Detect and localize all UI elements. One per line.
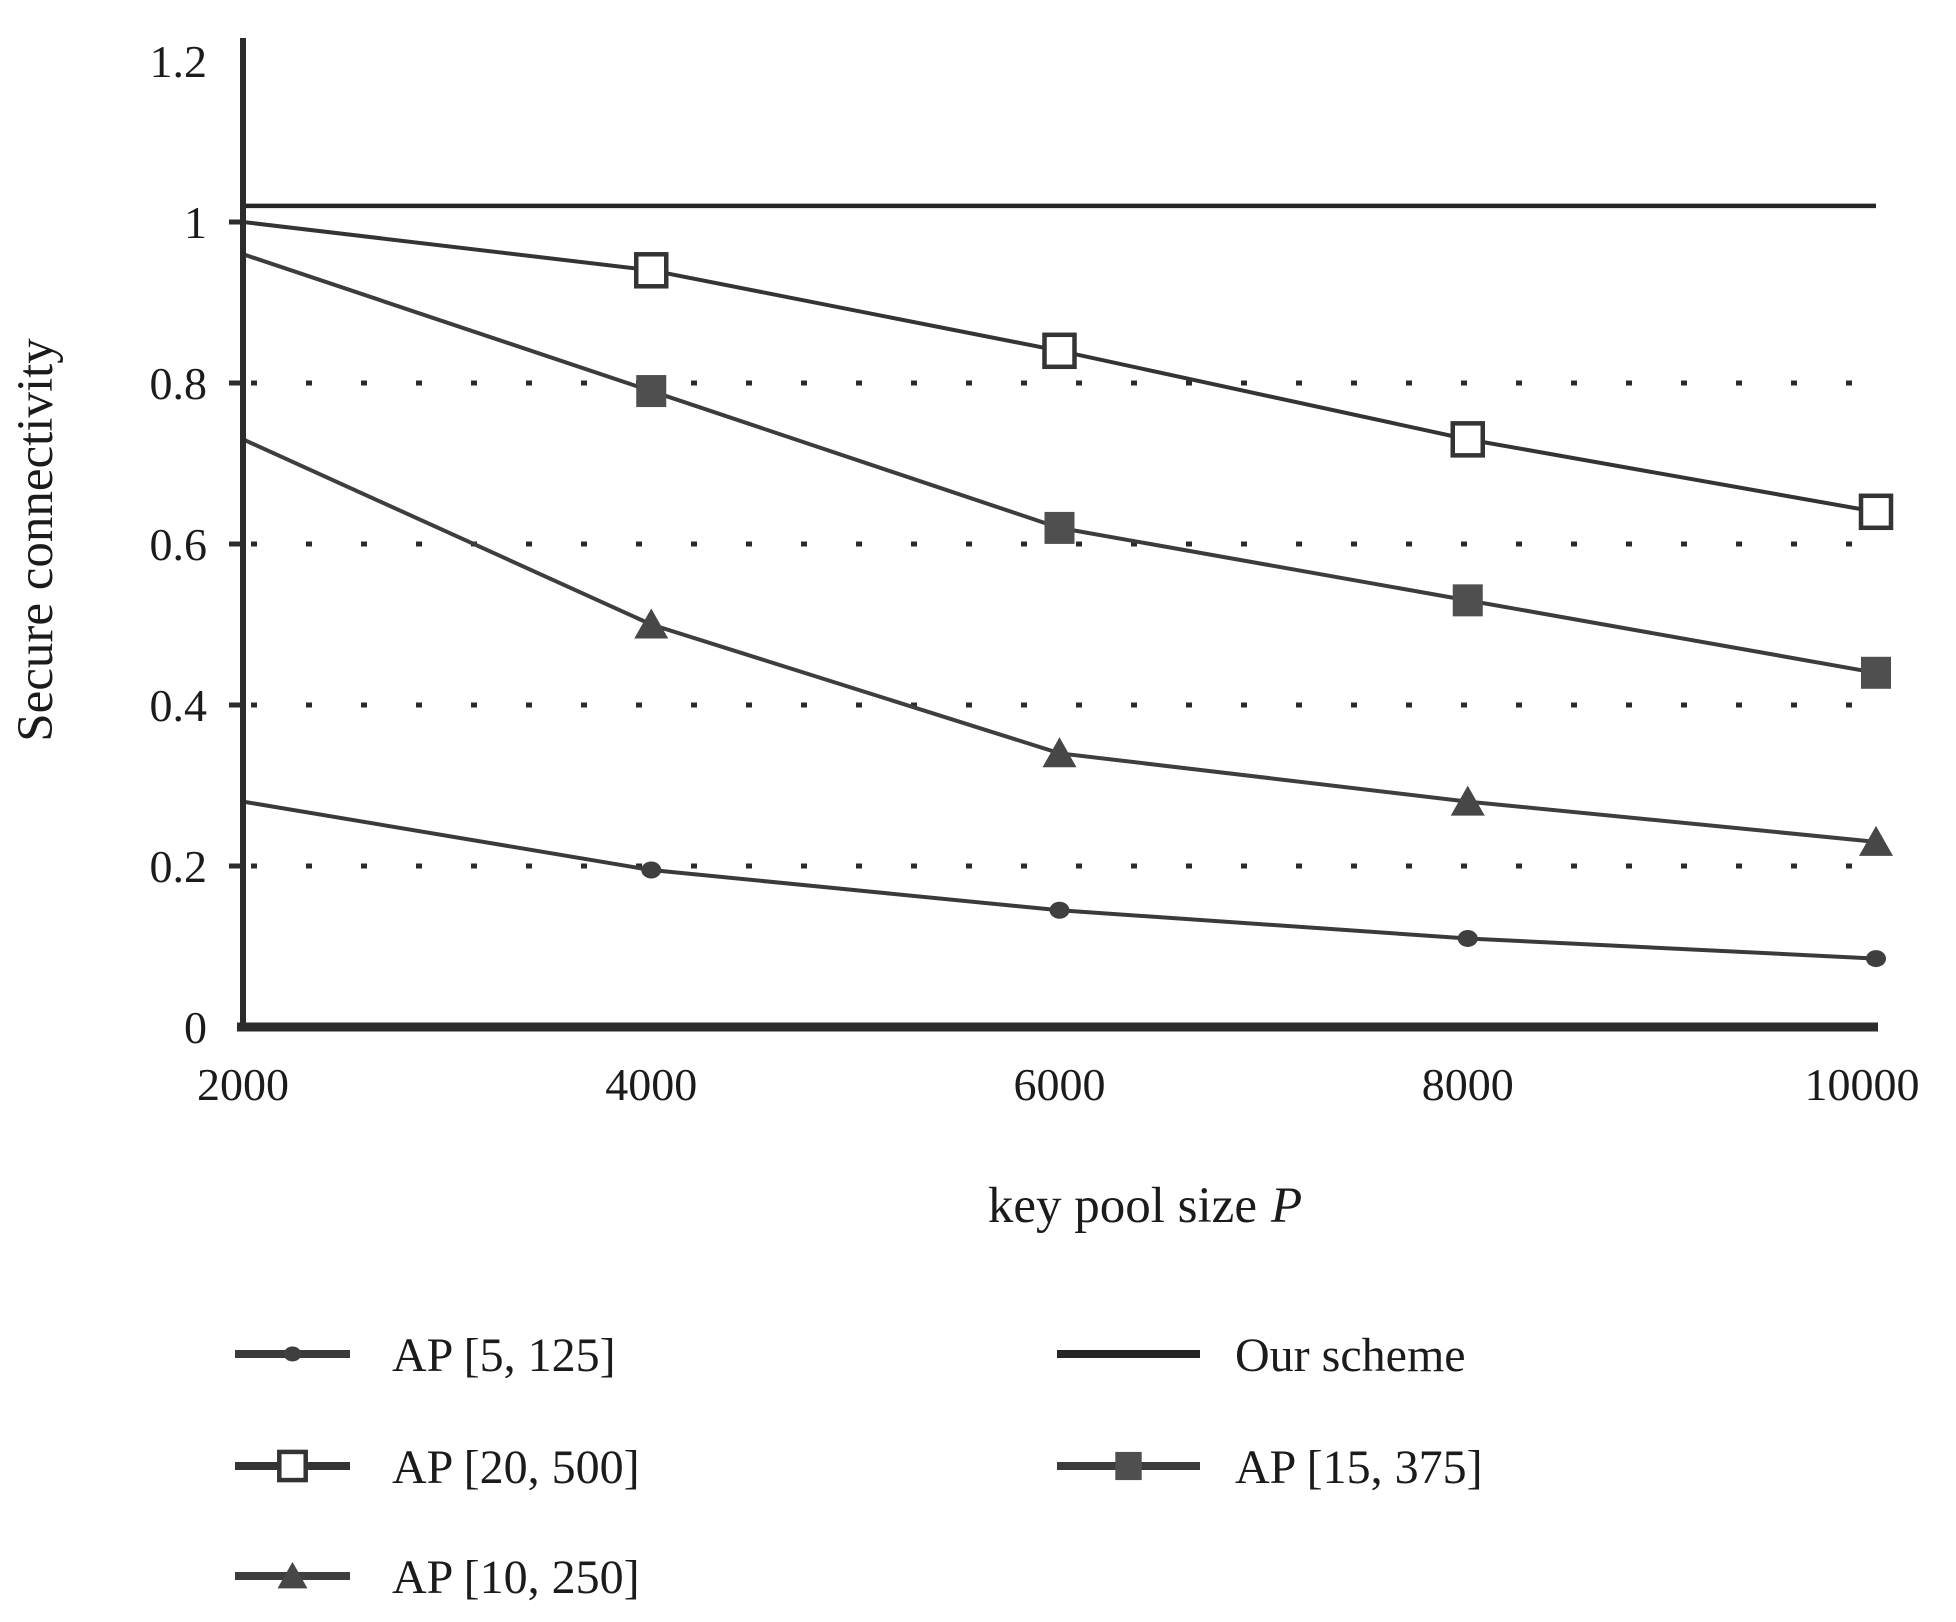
open-square-marker: [634, 252, 669, 289]
filled-square-marker: [1452, 584, 1483, 617]
series-ap-5-125: [242, 799, 1886, 968]
filled-square-marker: [1861, 656, 1891, 689]
series-ap-20-500: [242, 220, 1894, 531]
series-layer: [242, 203, 1894, 968]
legend-label-ap-5-125: AP [5, 125]: [392, 1329, 616, 1382]
series-line-ap-5-125: [242, 799, 1877, 961]
y-tick-label-0: 0: [184, 1002, 207, 1053]
dot-marker: [1049, 901, 1070, 919]
series-ap-15-375: [242, 252, 1891, 689]
filled-triangle-marker: [277, 1561, 308, 1589]
axes-layer: [229, 38, 1878, 1032]
legend-label-ap-15-375: AP [15, 375]: [1235, 1441, 1483, 1494]
filled-square-marker: [1115, 1451, 1142, 1481]
legend-label-ap-10-250: AP [10, 250]: [392, 1551, 640, 1604]
series-line-ap-10-250: [242, 437, 1877, 844]
x-tick-label-8000: 8000: [1422, 1059, 1514, 1110]
legend-entry-ap-15-375: AP [15, 375]: [1057, 1441, 1483, 1494]
open-square-marker: [1042, 332, 1077, 370]
x-axis-title-symbol: P: [1270, 1178, 1302, 1234]
x-tick-label-4000: 4000: [605, 1059, 697, 1110]
legend-layer: AP [5, 125] AP [20, 500] AP [10, 250] Our s…: [235, 1329, 1483, 1604]
gridlines-layer: [251, 380, 1891, 869]
filled-square-marker: [636, 375, 667, 408]
filled-triangle-marker: [634, 608, 669, 639]
open-square-marker: [277, 1449, 308, 1483]
x-axis-title-text: key pool size: [988, 1178, 1257, 1234]
legend-entry-ap-10-250: AP [10, 250]: [235, 1551, 640, 1604]
x-tick-label-6000: 6000: [1014, 1059, 1106, 1110]
legend-entry-our-scheme: Our scheme: [1057, 1329, 1466, 1382]
open-square-marker: [1858, 493, 1894, 531]
legend-entry-ap-5-125: AP [5, 125]: [235, 1329, 616, 1382]
filled-square-marker: [1044, 511, 1075, 544]
x-tick-label-10000: 10000: [1805, 1059, 1920, 1110]
dot-marker: [641, 861, 662, 879]
y-tick-label-0.4: 0.4: [150, 680, 208, 731]
y-axis-title: Secure connectivity: [8, 338, 64, 742]
filled-triangle-marker: [1042, 737, 1077, 768]
x-tick-label-2000: 2000: [197, 1059, 289, 1110]
dot-marker: [1866, 950, 1886, 968]
dot-marker: [1457, 929, 1478, 947]
open-square-marker: [1450, 421, 1485, 458]
tick-labels-layer: 0 0.2 0.4 0.6 0.8 1 1.2 2000 4000 6000 8000 10000: [150, 36, 1920, 1110]
filled-triangle-marker: [1859, 825, 1893, 856]
legend-label-ap-20-500: AP [20, 500]: [392, 1441, 640, 1494]
y-tick-label-1.2: 1.2: [150, 36, 208, 87]
legend-entry-ap-20-500: AP [20, 500]: [235, 1441, 640, 1494]
y-tick-label-0.2: 0.2: [150, 841, 208, 892]
y-tick-label-1: 1: [184, 197, 207, 248]
series-line-ap-15-375: [242, 252, 1877, 675]
series-ap-10-250: [242, 437, 1893, 856]
y-tick-label-0.8: 0.8: [150, 358, 208, 409]
y-tick-label-0.6: 0.6: [150, 519, 208, 570]
filled-triangle-marker: [1450, 785, 1485, 816]
dot-marker: [283, 1346, 302, 1362]
legend-label-our-scheme: Our scheme: [1235, 1329, 1466, 1382]
x-axis-title: key pool size P: [988, 1178, 1302, 1234]
